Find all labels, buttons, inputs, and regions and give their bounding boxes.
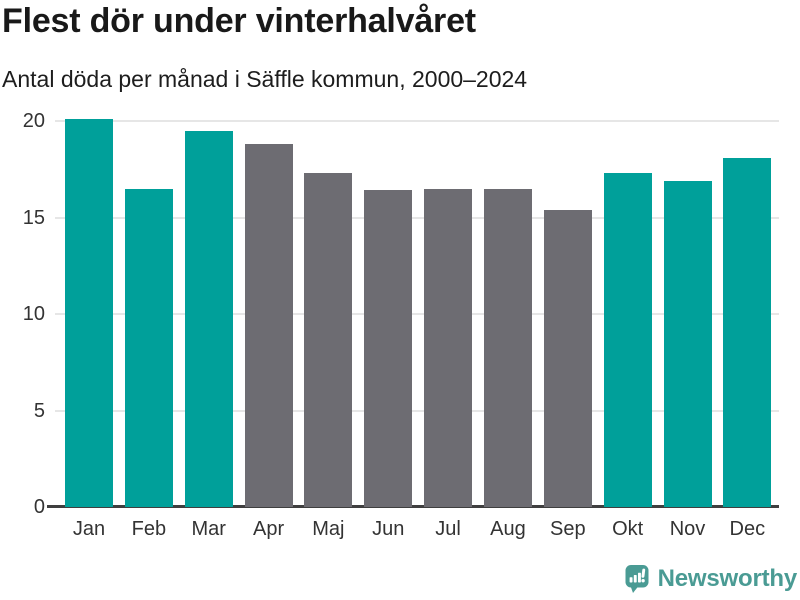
y-tick-label-15: 15 xyxy=(22,206,45,229)
bar-apr xyxy=(244,144,293,507)
bar-feb xyxy=(124,188,173,507)
newsworthy-logo[interactable]: Newsworthy xyxy=(625,564,797,594)
bar-jun xyxy=(364,190,413,507)
x-tick-label-aug: Aug xyxy=(490,518,526,540)
bar-okt xyxy=(603,173,652,507)
x-axis-line xyxy=(47,505,779,508)
x-tick-label-jan: Jan xyxy=(72,518,106,540)
x-tick-label-dec: Dec xyxy=(729,518,766,540)
bar-jul xyxy=(424,188,473,507)
y-tick-label-10: 10 xyxy=(22,303,45,325)
bar-dec xyxy=(723,157,772,507)
bar-nov xyxy=(663,180,712,507)
x-tick-label-sep: Sep xyxy=(550,518,586,540)
chart-subtitle: Antal döda per månad i Säffle kommun, 20… xyxy=(2,66,528,92)
x-tick-label-nov: Nov xyxy=(669,518,706,540)
gridline-y-5 xyxy=(55,409,779,412)
bar-aug xyxy=(483,188,532,507)
x-tick-label-feb: Feb xyxy=(131,518,167,540)
x-tick-label-mar: Mar xyxy=(191,518,226,540)
y-tick-label-20: 20 xyxy=(22,110,45,132)
plot-area: 0 5 10 15 20 Jan Feb Mar Apr Maj Jun Jul Aug Sep Okt No… xyxy=(23,110,779,540)
bar-jan xyxy=(65,119,113,507)
gridline-y-15 xyxy=(55,216,779,219)
gridline-y-10 xyxy=(55,313,779,315)
x-tick-label-jun: Jun xyxy=(372,518,405,540)
y-tick-label-5: 5 xyxy=(33,399,45,422)
x-tick-label-maj: Maj xyxy=(312,518,345,540)
gridline-y-20 xyxy=(55,120,779,122)
bar-mar xyxy=(184,130,233,507)
y-tick-label-0: 0 xyxy=(33,496,45,518)
newsworthy-logo-icon xyxy=(625,565,649,593)
newsworthy-logo-text: Newsworthy xyxy=(657,565,798,592)
bar-sep xyxy=(543,209,592,507)
bar-maj xyxy=(304,173,353,507)
chart-title: Flest dör under vinterhalvåret xyxy=(2,2,476,40)
x-tick-label-okt: Okt xyxy=(612,518,644,540)
x-tick-label-apr: Apr xyxy=(252,518,285,540)
x-tick-label-jul: Jul xyxy=(435,518,461,540)
